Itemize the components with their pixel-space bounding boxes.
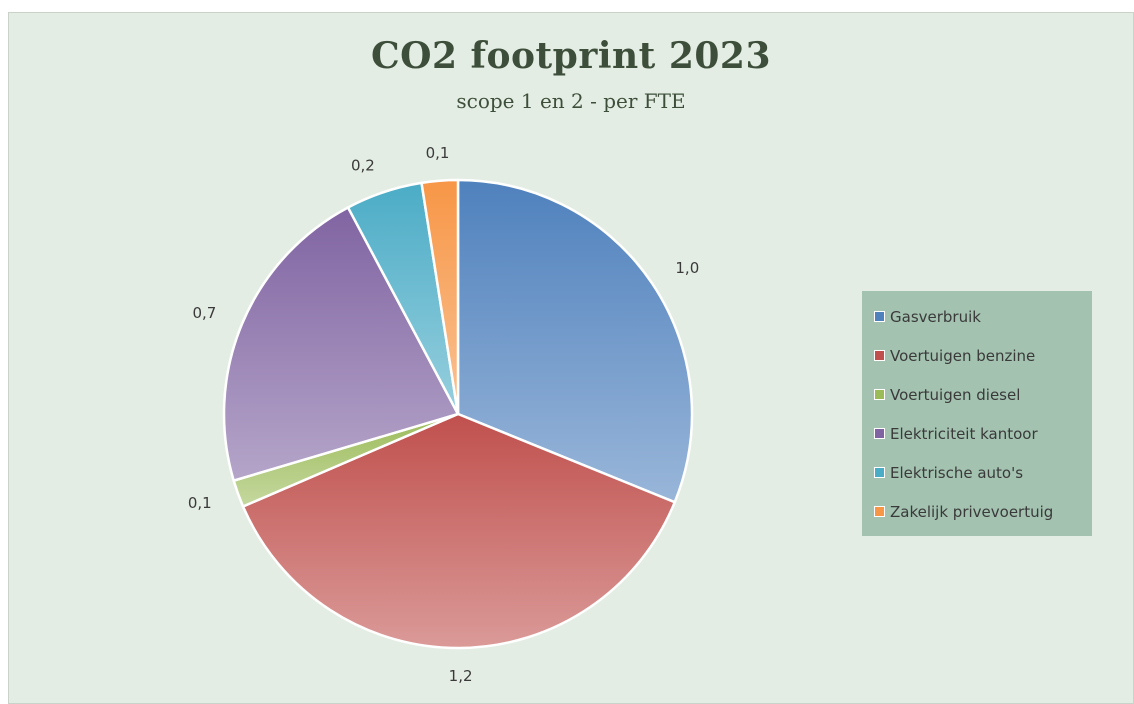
chart-title: CO2 footprint 2023: [370, 35, 772, 77]
legend-swatch: [874, 389, 885, 400]
data-label: 0,1: [188, 494, 212, 512]
legend-swatch: [874, 467, 885, 478]
pie-slice-gasverbruik: [456, 178, 694, 504]
legend-item: Gasverbruik: [874, 297, 1092, 336]
legend-item: Elektriciteit kantoor: [874, 414, 1092, 453]
legend-label: Voertuigen diesel: [890, 385, 1021, 404]
data-label: 0,7: [192, 304, 216, 322]
data-label: 1,2: [449, 667, 473, 685]
data-label: 0,1: [426, 144, 450, 162]
legend-item: Voertuigen benzine: [874, 336, 1092, 375]
pie-slice-zakelijk-privevoertuig: [420, 178, 460, 416]
legend-swatch: [874, 506, 885, 517]
legend-swatch: [874, 350, 885, 361]
legend-label: Elektrische auto's: [890, 463, 1024, 482]
legend-label: Elektriciteit kantoor: [890, 424, 1038, 443]
pie-slice-elektriciteit-kantoor: [222, 206, 460, 482]
data-label: 0,2: [351, 157, 375, 175]
legend-swatch: [874, 428, 885, 439]
legend-label: Gasverbruik: [890, 307, 981, 326]
legend-label: Voertuigen benzine: [890, 346, 1036, 365]
pie-chart: 1,0 1,2 0,1 0,7 0,2 0,1: [188, 144, 699, 685]
legend-label: Zakelijk privevoertuig: [890, 502, 1054, 521]
legend-item: Voertuigen diesel: [874, 375, 1092, 414]
data-label: 1,0: [675, 259, 699, 277]
chart-area: CO2 footprint 2023 scope 1 en 2 - per FT…: [8, 12, 1134, 704]
legend-swatch: [874, 311, 885, 322]
pie-slice-voertuigen-benzine: [241, 412, 676, 650]
legend-item: Zakelijk privevoertuig: [874, 492, 1092, 531]
chart-subtitle: scope 1 en 2 - per FTE: [456, 89, 686, 113]
legend-item: Elektrische auto's: [874, 453, 1092, 492]
chart-legend: Gasverbruik Voertuigen benzine Voertuigen …: [862, 291, 1092, 536]
